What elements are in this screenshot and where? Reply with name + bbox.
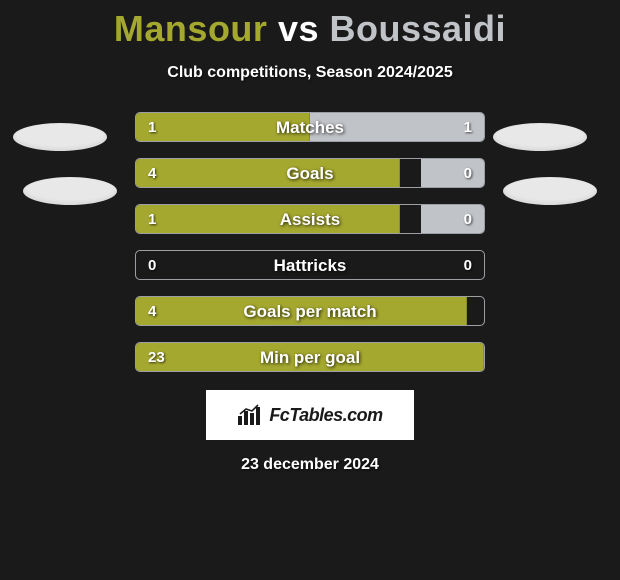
stat-track: 4Goals per match bbox=[135, 296, 485, 326]
stat-row: 4Goals per match bbox=[0, 296, 620, 326]
chart-icon bbox=[237, 404, 263, 426]
fill-left bbox=[136, 159, 400, 187]
logo-text: FcTables.com bbox=[269, 405, 382, 426]
date-text: 23 december 2024 bbox=[0, 456, 620, 474]
subtitle: Club competitions, Season 2024/2025 bbox=[0, 64, 620, 82]
stat-track: 11Matches bbox=[135, 112, 485, 142]
value-right: 1 bbox=[464, 113, 472, 142]
stat-label: Hattricks bbox=[136, 251, 484, 280]
fill-left bbox=[136, 205, 400, 233]
fill-right bbox=[310, 113, 484, 141]
value-left: 1 bbox=[148, 113, 156, 142]
value-right: 0 bbox=[464, 205, 472, 234]
fill-right bbox=[421, 159, 484, 187]
decorative-ellipse bbox=[13, 123, 107, 151]
stat-row: 23Min per goal bbox=[0, 342, 620, 372]
stat-row: 10Assists bbox=[0, 204, 620, 234]
decorative-ellipse bbox=[503, 177, 597, 205]
fctables-logo: FcTables.com bbox=[206, 390, 414, 440]
player1-name: Mansour bbox=[114, 8, 268, 49]
stat-track: 40Goals bbox=[135, 158, 485, 188]
fill-left bbox=[136, 297, 467, 325]
comparison-title: Mansour vs Boussaidi bbox=[0, 0, 620, 50]
value-left: 4 bbox=[148, 159, 156, 188]
stat-row: 0 0Hattricks bbox=[0, 250, 620, 280]
value-left: 23 bbox=[148, 343, 165, 372]
decorative-ellipse bbox=[23, 177, 117, 205]
fill-right bbox=[421, 205, 484, 233]
stat-track: 23Min per goal bbox=[135, 342, 485, 372]
value-right: 0 bbox=[464, 159, 472, 188]
stats-area: 11Matches40Goals10Assists00Hattricks4Goa… bbox=[0, 112, 620, 372]
value-left: 4 bbox=[148, 297, 156, 326]
fill-left bbox=[136, 343, 484, 371]
value-left: 0 bbox=[148, 251, 156, 280]
stat-track: 10Assists bbox=[135, 204, 485, 234]
stat-track: 0 0Hattricks bbox=[135, 250, 485, 280]
fill-left bbox=[136, 113, 310, 141]
value-left: 1 bbox=[148, 205, 156, 234]
decorative-ellipse bbox=[493, 123, 587, 151]
vs-text: vs bbox=[278, 8, 319, 49]
value-right: 0 bbox=[464, 251, 472, 280]
player2-name: Boussaidi bbox=[330, 8, 507, 49]
